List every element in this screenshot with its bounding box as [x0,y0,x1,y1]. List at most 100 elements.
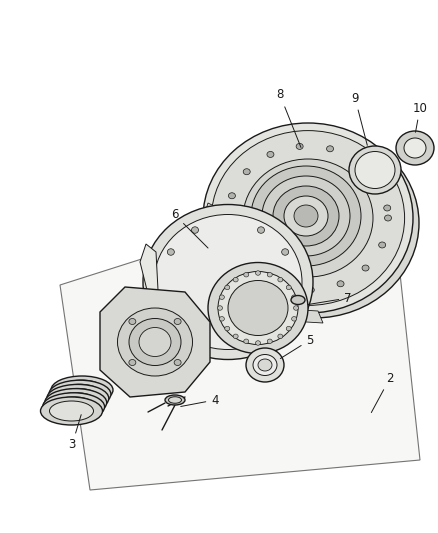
Ellipse shape [129,319,136,325]
Ellipse shape [374,179,381,185]
Ellipse shape [267,151,274,157]
Ellipse shape [258,330,265,337]
Ellipse shape [251,269,258,274]
Ellipse shape [154,214,302,350]
Ellipse shape [209,128,419,318]
Ellipse shape [385,215,392,221]
Ellipse shape [354,158,361,164]
Ellipse shape [49,380,111,408]
Ellipse shape [307,287,314,293]
Ellipse shape [243,159,373,277]
Ellipse shape [349,146,401,194]
Ellipse shape [255,341,261,345]
Ellipse shape [362,265,369,271]
Ellipse shape [167,249,174,255]
Ellipse shape [49,401,93,421]
Ellipse shape [267,339,272,344]
Ellipse shape [284,196,328,236]
Ellipse shape [355,151,395,189]
Ellipse shape [58,384,102,404]
Ellipse shape [225,285,230,289]
Ellipse shape [291,295,305,304]
Ellipse shape [47,384,109,413]
Ellipse shape [296,143,303,149]
Ellipse shape [286,326,291,331]
Ellipse shape [278,278,283,282]
Ellipse shape [292,295,297,300]
Ellipse shape [52,397,95,417]
Ellipse shape [60,380,104,400]
Ellipse shape [174,359,181,366]
Text: 2: 2 [371,372,394,413]
Ellipse shape [129,359,136,366]
Text: 4: 4 [181,393,219,407]
Ellipse shape [396,131,434,165]
Ellipse shape [191,330,198,337]
Ellipse shape [233,278,238,282]
Ellipse shape [282,309,289,315]
Ellipse shape [143,205,313,359]
Ellipse shape [45,389,107,417]
Ellipse shape [191,227,198,233]
Ellipse shape [327,146,334,152]
Polygon shape [268,308,323,323]
Polygon shape [60,180,420,490]
Ellipse shape [228,280,288,335]
Ellipse shape [282,249,289,255]
Ellipse shape [169,397,181,403]
Ellipse shape [253,354,277,376]
Ellipse shape [218,306,223,310]
Ellipse shape [273,186,339,246]
Text: 10: 10 [413,101,427,132]
Text: 8: 8 [276,88,301,148]
Ellipse shape [286,285,291,289]
Ellipse shape [219,295,224,300]
Ellipse shape [258,227,265,233]
Ellipse shape [233,247,240,253]
Ellipse shape [218,271,298,344]
Text: 6: 6 [171,208,208,248]
Ellipse shape [40,397,102,425]
Ellipse shape [258,359,272,371]
Ellipse shape [262,176,350,256]
Ellipse shape [292,317,297,321]
Text: 5: 5 [280,334,314,359]
Ellipse shape [251,166,361,266]
Ellipse shape [379,242,386,248]
Ellipse shape [165,395,185,405]
Ellipse shape [117,308,192,376]
Ellipse shape [294,205,318,227]
Ellipse shape [404,138,426,158]
Ellipse shape [384,205,391,211]
Ellipse shape [208,262,308,353]
Ellipse shape [244,339,249,344]
Polygon shape [140,244,158,294]
Polygon shape [100,287,210,397]
Ellipse shape [219,317,224,321]
Ellipse shape [139,327,171,357]
Ellipse shape [246,348,284,382]
Ellipse shape [212,131,405,305]
Ellipse shape [267,272,272,277]
Ellipse shape [255,271,261,275]
Ellipse shape [243,169,250,175]
Ellipse shape [225,220,232,226]
Ellipse shape [337,281,344,287]
Ellipse shape [228,193,235,199]
Ellipse shape [278,334,283,338]
Text: 3: 3 [68,415,81,451]
Ellipse shape [233,334,238,338]
Ellipse shape [244,272,249,277]
Ellipse shape [56,389,100,408]
Ellipse shape [129,319,181,366]
Polygon shape [202,203,218,236]
Ellipse shape [167,309,174,315]
Ellipse shape [277,282,284,289]
Ellipse shape [54,393,98,413]
Ellipse shape [42,393,105,421]
Ellipse shape [174,319,181,325]
Text: 9: 9 [351,92,367,146]
Ellipse shape [51,376,113,404]
Ellipse shape [203,123,413,313]
Ellipse shape [225,326,230,331]
